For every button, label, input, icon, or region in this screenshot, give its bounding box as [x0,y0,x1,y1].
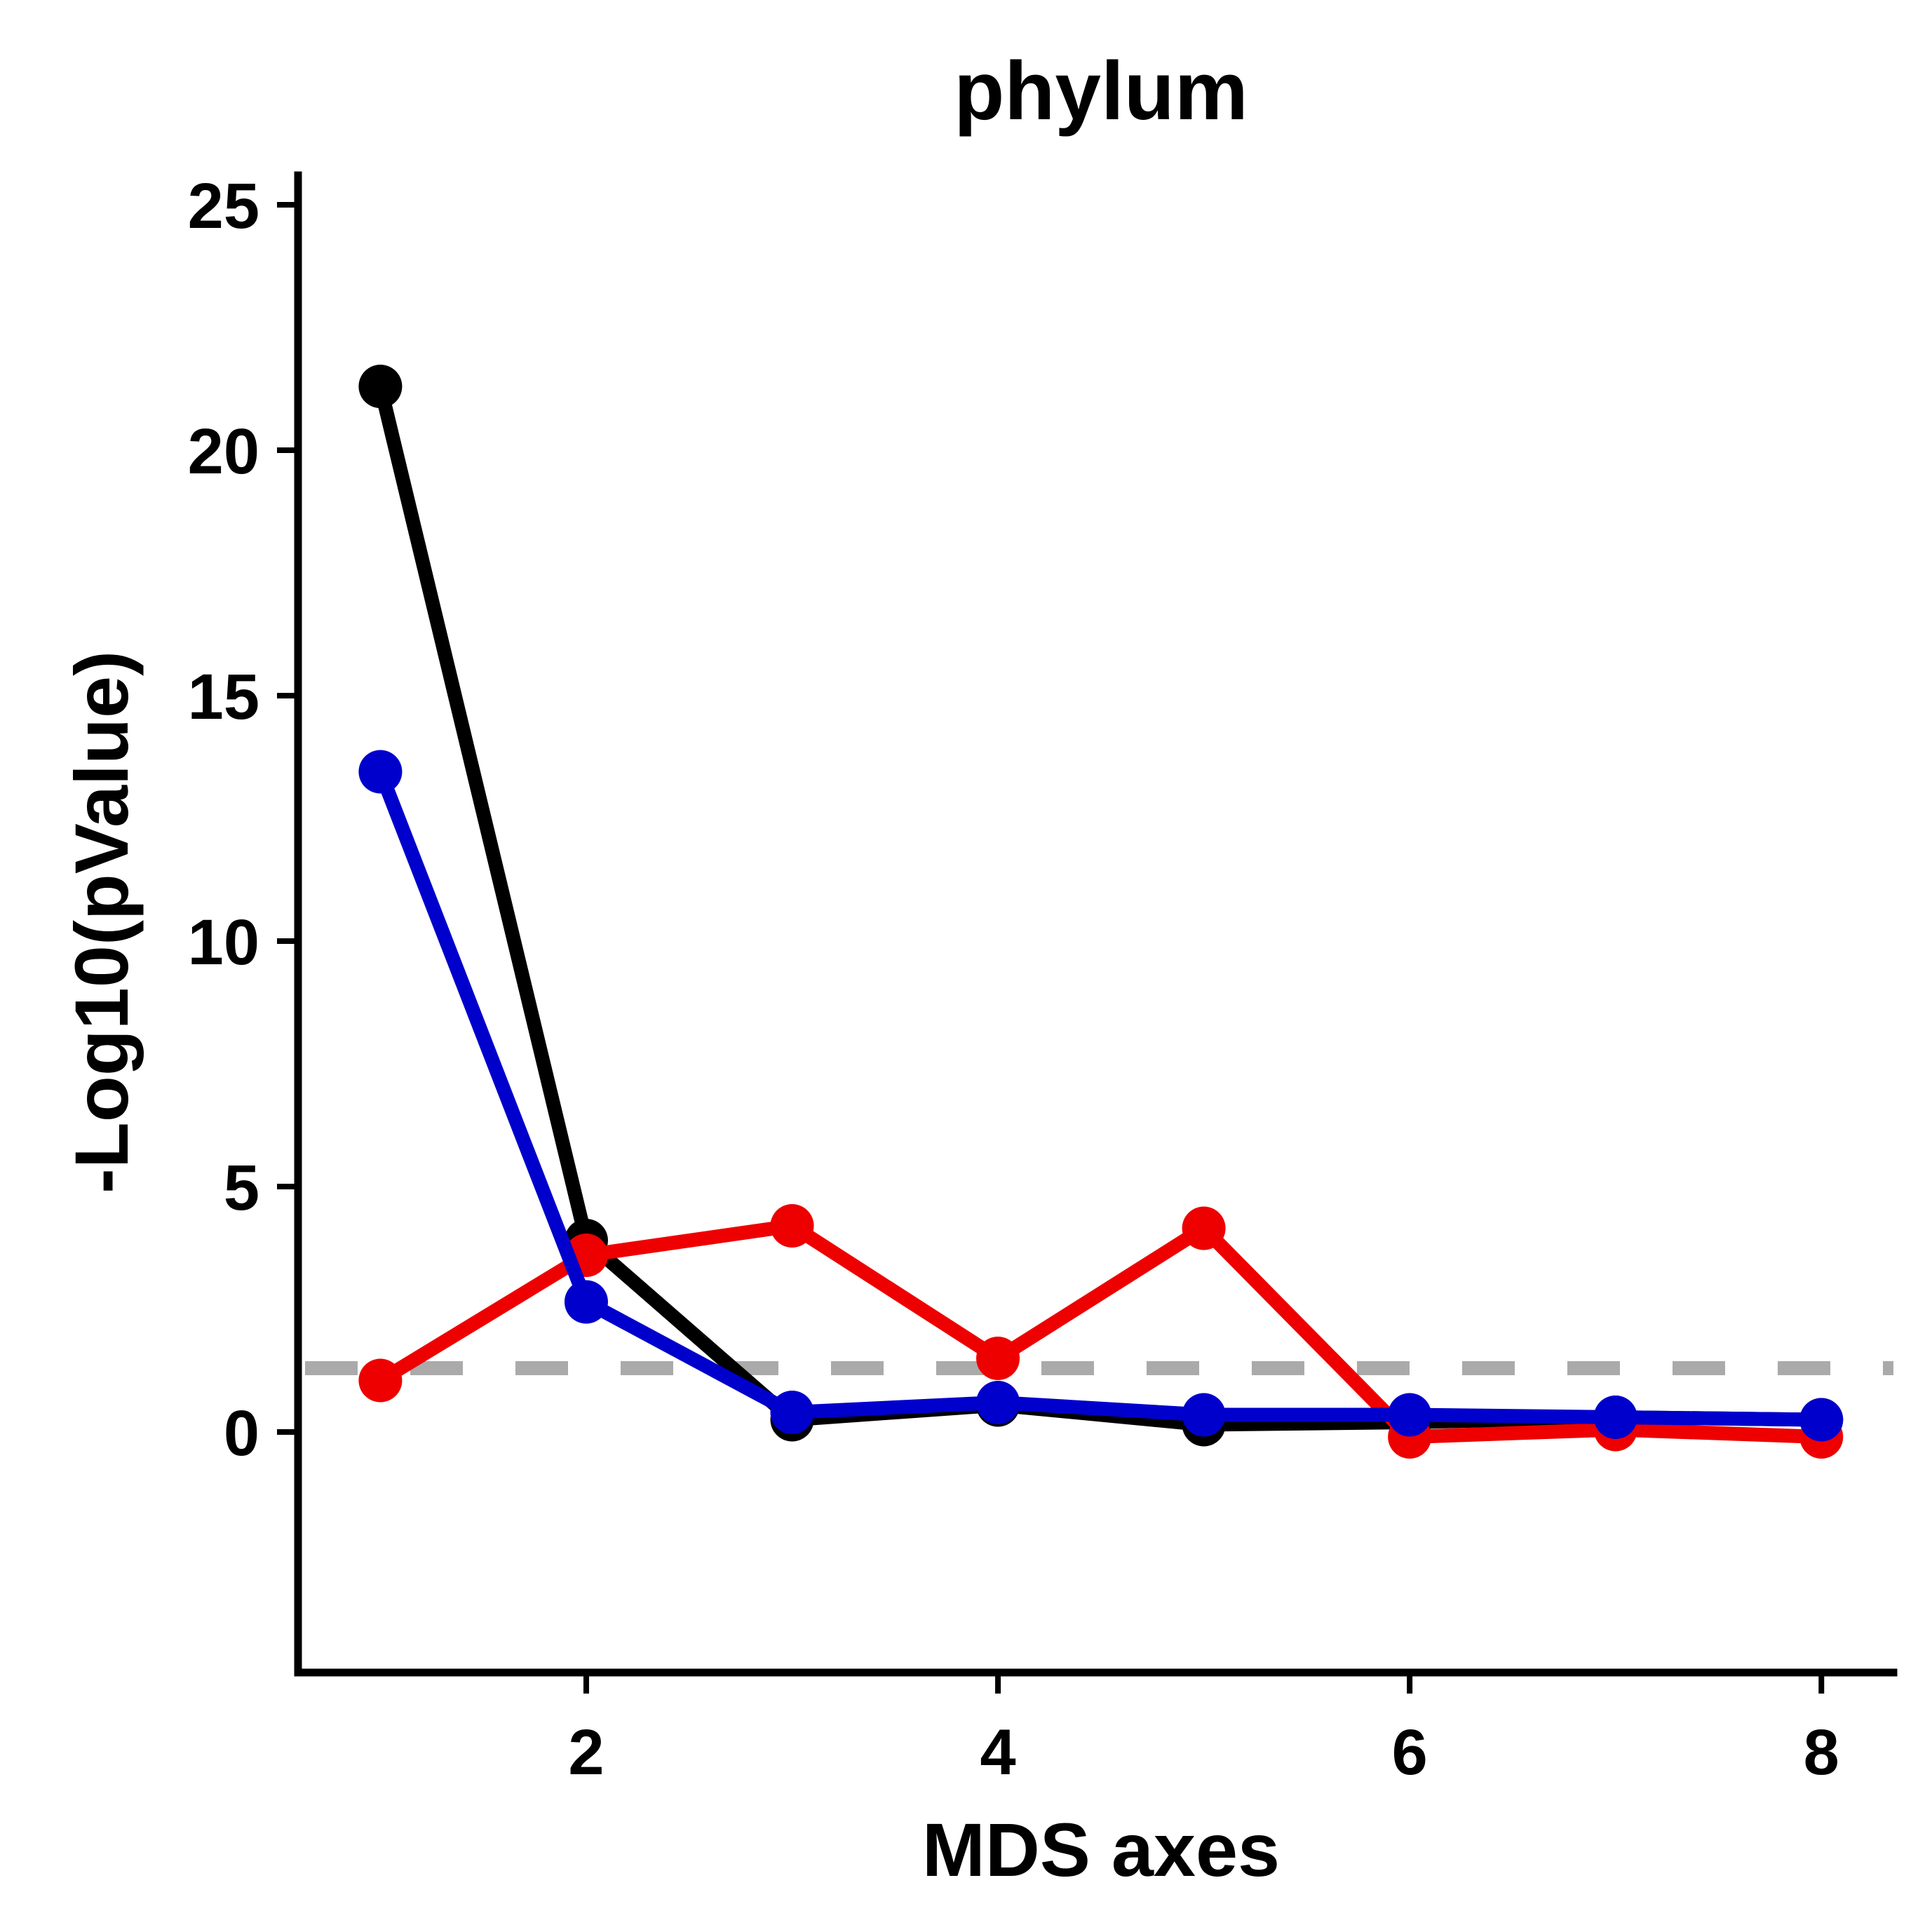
series-2-point [976,1337,1020,1380]
y-tick-label: 20 [188,416,259,487]
series-3-point [1182,1393,1226,1437]
plot-area: 0 5 10 15 20 25 2 4 6 8 [188,170,1898,1788]
series-3-point [1799,1398,1844,1442]
x-tick-label: 6 [1392,1717,1428,1788]
series-2-point [1182,1206,1226,1250]
series-3-point [358,750,403,794]
y-tick-label: 15 [188,661,259,733]
series-3-point [770,1391,814,1434]
series-3-point [564,1280,608,1324]
y-tick-label: 5 [224,1152,259,1224]
series-3-point [1388,1393,1432,1437]
series-2-point [358,1358,403,1403]
x-axis-label: MDS axes [922,1807,1280,1892]
x-tick-label: 4 [980,1717,1015,1788]
y-tick-label: 25 [188,170,259,242]
series-3-line [374,769,1822,1427]
x-tick-label: 2 [568,1717,604,1788]
y-axis-label: -Log10(pValue) [59,651,144,1194]
series-3-point [1593,1396,1637,1439]
y-tick-label: 10 [188,907,259,978]
series-3-point [976,1381,1020,1424]
series-2-line [377,1219,1822,1444]
series-2-point [770,1204,814,1248]
series-1-point [358,365,403,408]
chart-title: phylum [954,45,1248,137]
x-tick-label: 8 [1804,1717,1839,1788]
y-tick-label: 0 [224,1398,259,1469]
